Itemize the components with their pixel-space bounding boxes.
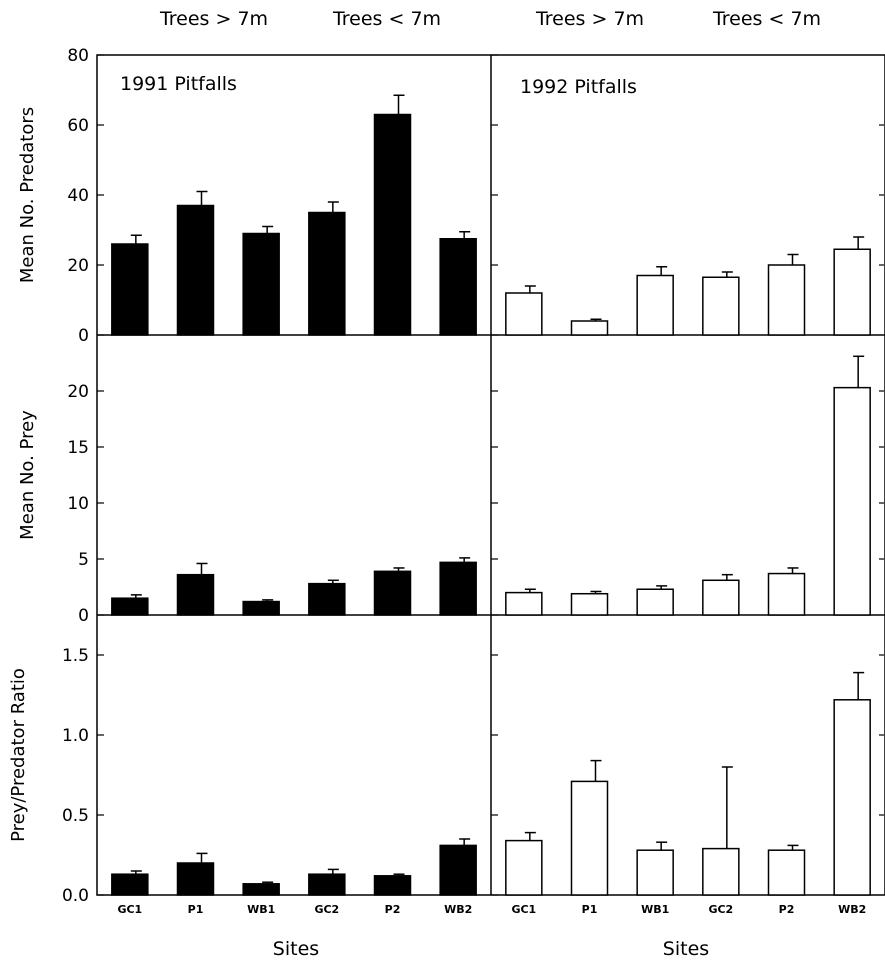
- ratio-1991-ytick-label: 0.5: [62, 806, 89, 826]
- category-label-gc1: GC1: [511, 903, 536, 916]
- ratio-1991-bar-p1: [176, 862, 215, 896]
- header-left-tall: Trees > 7m: [159, 8, 268, 30]
- category-label-wb2: WB2: [838, 903, 866, 916]
- ratio-1992-bar-gc1: [505, 839, 543, 896]
- ratio-1991-ytick-label: 1.0: [62, 726, 89, 746]
- prey-1991-ytick-label: 15: [67, 438, 89, 458]
- ratio-1992-bar-wb2: [833, 699, 871, 896]
- predators-1991-ytick-label: 0: [78, 326, 89, 346]
- category-label-gc1: GC1: [117, 903, 142, 916]
- prey-1991-ytick-label: 20: [67, 382, 89, 402]
- ratio-1991-ytick-label: 0.0: [62, 886, 89, 906]
- prey-1991-bar-p2: [373, 570, 412, 616]
- ratio-1991-bar-gc2: [308, 873, 346, 896]
- predators-1991-bar-gc1: [111, 243, 149, 336]
- predators-1992-bar-p2: [767, 264, 806, 336]
- predators-1992-bar-wb2: [833, 248, 871, 336]
- category-label-gc2: GC2: [314, 903, 339, 916]
- predators-1991-ytick-label: 20: [67, 256, 89, 276]
- ratio-1991-bar-wb1: [242, 883, 280, 896]
- category-label-wb1: WB1: [641, 903, 669, 916]
- predators-1991-ytick-label: 60: [67, 116, 89, 136]
- ratio-1992-bar-p1: [570, 780, 609, 896]
- category-label-p1: P1: [582, 903, 598, 916]
- ratio-1991-bar-gc1: [111, 873, 149, 896]
- header-left-short: Trees < 7m: [332, 8, 441, 30]
- plot-area: 0 20 40 60 80 0 5 10 15 20 0.0 0.5 1.0 1.5 GC1 P1 WB1 GC2…: [62, 46, 885, 916]
- prey-1991-bar-gc1: [111, 597, 149, 616]
- predators-1991-bar-wb2: [439, 238, 477, 336]
- prey-1991-bar-p1: [176, 573, 215, 616]
- predators-1991-bar-wb1: [242, 232, 280, 336]
- predators-1992-bar-gc2: [702, 276, 740, 336]
- prey-1991-bar-wb2: [439, 561, 477, 616]
- ylabel-prey: Mean No. Prey: [17, 410, 38, 540]
- category-label-p1: P1: [188, 903, 204, 916]
- prey-1991-ytick-label: 5: [78, 550, 89, 570]
- predators-1991-ytick-label: 40: [67, 186, 89, 206]
- xlabel-sites-left: Sites: [273, 938, 319, 960]
- ratio-1991-bar-p2: [373, 875, 412, 896]
- header-right-short: Trees < 7m: [712, 8, 821, 30]
- predators-1991-bar-gc2: [308, 211, 346, 336]
- predators-1992-bar-wb1: [636, 274, 674, 336]
- ratio-1992-bar-wb1: [636, 849, 674, 896]
- prey-1992-bar-wb1: [636, 588, 674, 616]
- category-label-gc2: GC2: [708, 903, 733, 916]
- prey-1991-bar-wb1: [242, 600, 280, 616]
- predators-1991-ytick-label: 80: [67, 46, 89, 66]
- ratio-1991-bar-wb2: [439, 844, 477, 896]
- category-label-wb1: WB1: [247, 903, 275, 916]
- prey-1992-bar-p2: [767, 572, 806, 616]
- header-right-tall: Trees > 7m: [535, 8, 644, 30]
- predators-1991-bar-p1: [176, 204, 215, 336]
- prey-1991-ytick-label: 0: [78, 606, 89, 626]
- xlabel-sites-right: Sites: [663, 938, 709, 960]
- prey-1992-bar-p1: [570, 592, 609, 616]
- ratio-1992-bar-gc2: [702, 847, 740, 896]
- ratio-1992-bar-p2: [767, 849, 806, 896]
- category-label-p2: P2: [779, 903, 795, 916]
- category-label-wb2: WB2: [444, 903, 472, 916]
- prey-1992-bar-gc2: [702, 579, 740, 616]
- ylabel-ratio: Prey/Predator Ratio: [8, 668, 29, 842]
- prey-1992-bar-wb2: [833, 386, 871, 616]
- prey-1991-bar-gc2: [308, 582, 346, 616]
- panel-title-1992: 1992 Pitfalls: [520, 76, 637, 98]
- predators-1992-bar-p1: [570, 320, 609, 336]
- prey-1992-bar-gc1: [505, 591, 543, 616]
- ratio-1991-ytick-label: 1.5: [62, 646, 89, 666]
- panel-title-1991: 1991 Pitfalls: [120, 73, 237, 95]
- ylabel-predators: Mean No. Predators: [17, 107, 38, 283]
- predators-1992-bar-gc1: [505, 292, 543, 336]
- category-label-p2: P2: [385, 903, 401, 916]
- predators-1991-bar-p2: [373, 113, 412, 336]
- prey-1991-ytick-label: 10: [67, 494, 89, 514]
